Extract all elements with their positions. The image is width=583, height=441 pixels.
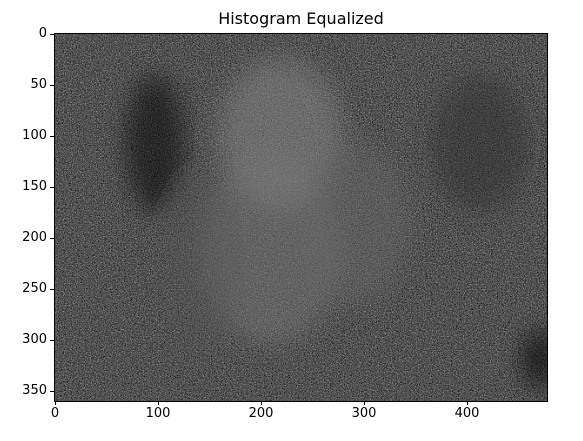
x-tick-label: 100 (145, 406, 171, 421)
image-fine-noise (55, 34, 547, 401)
y-tick-label: 200 (22, 230, 47, 245)
x-tick-label: 300 (351, 406, 377, 421)
y-tick-label: 150 (22, 179, 47, 194)
x-tick (467, 401, 468, 405)
y-tick (50, 136, 54, 137)
x-tick-label: 400 (454, 406, 480, 421)
y-tick (50, 34, 54, 35)
chart-title: Histogram Equalized (218, 9, 384, 28)
y-tick (50, 238, 54, 239)
y-tick (50, 187, 54, 188)
y-tick (50, 289, 54, 290)
x-tick (261, 401, 262, 405)
y-tick-label: 0 (38, 26, 47, 41)
x-tick (55, 401, 56, 405)
y-tick (50, 85, 54, 86)
x-tick (364, 401, 365, 405)
x-tick-label: 200 (248, 406, 274, 421)
y-tick-label: 100 (22, 128, 47, 143)
y-tick (50, 340, 54, 341)
y-tick (50, 391, 54, 392)
image-plot-area (54, 33, 548, 402)
equalized-image (55, 34, 547, 401)
y-tick-label: 250 (22, 281, 47, 296)
y-tick-label: 300 (22, 332, 47, 347)
x-tick (158, 401, 159, 405)
x-tick-label: 0 (50, 406, 60, 421)
y-tick-label: 50 (30, 77, 47, 92)
y-tick-label: 350 (22, 383, 47, 398)
